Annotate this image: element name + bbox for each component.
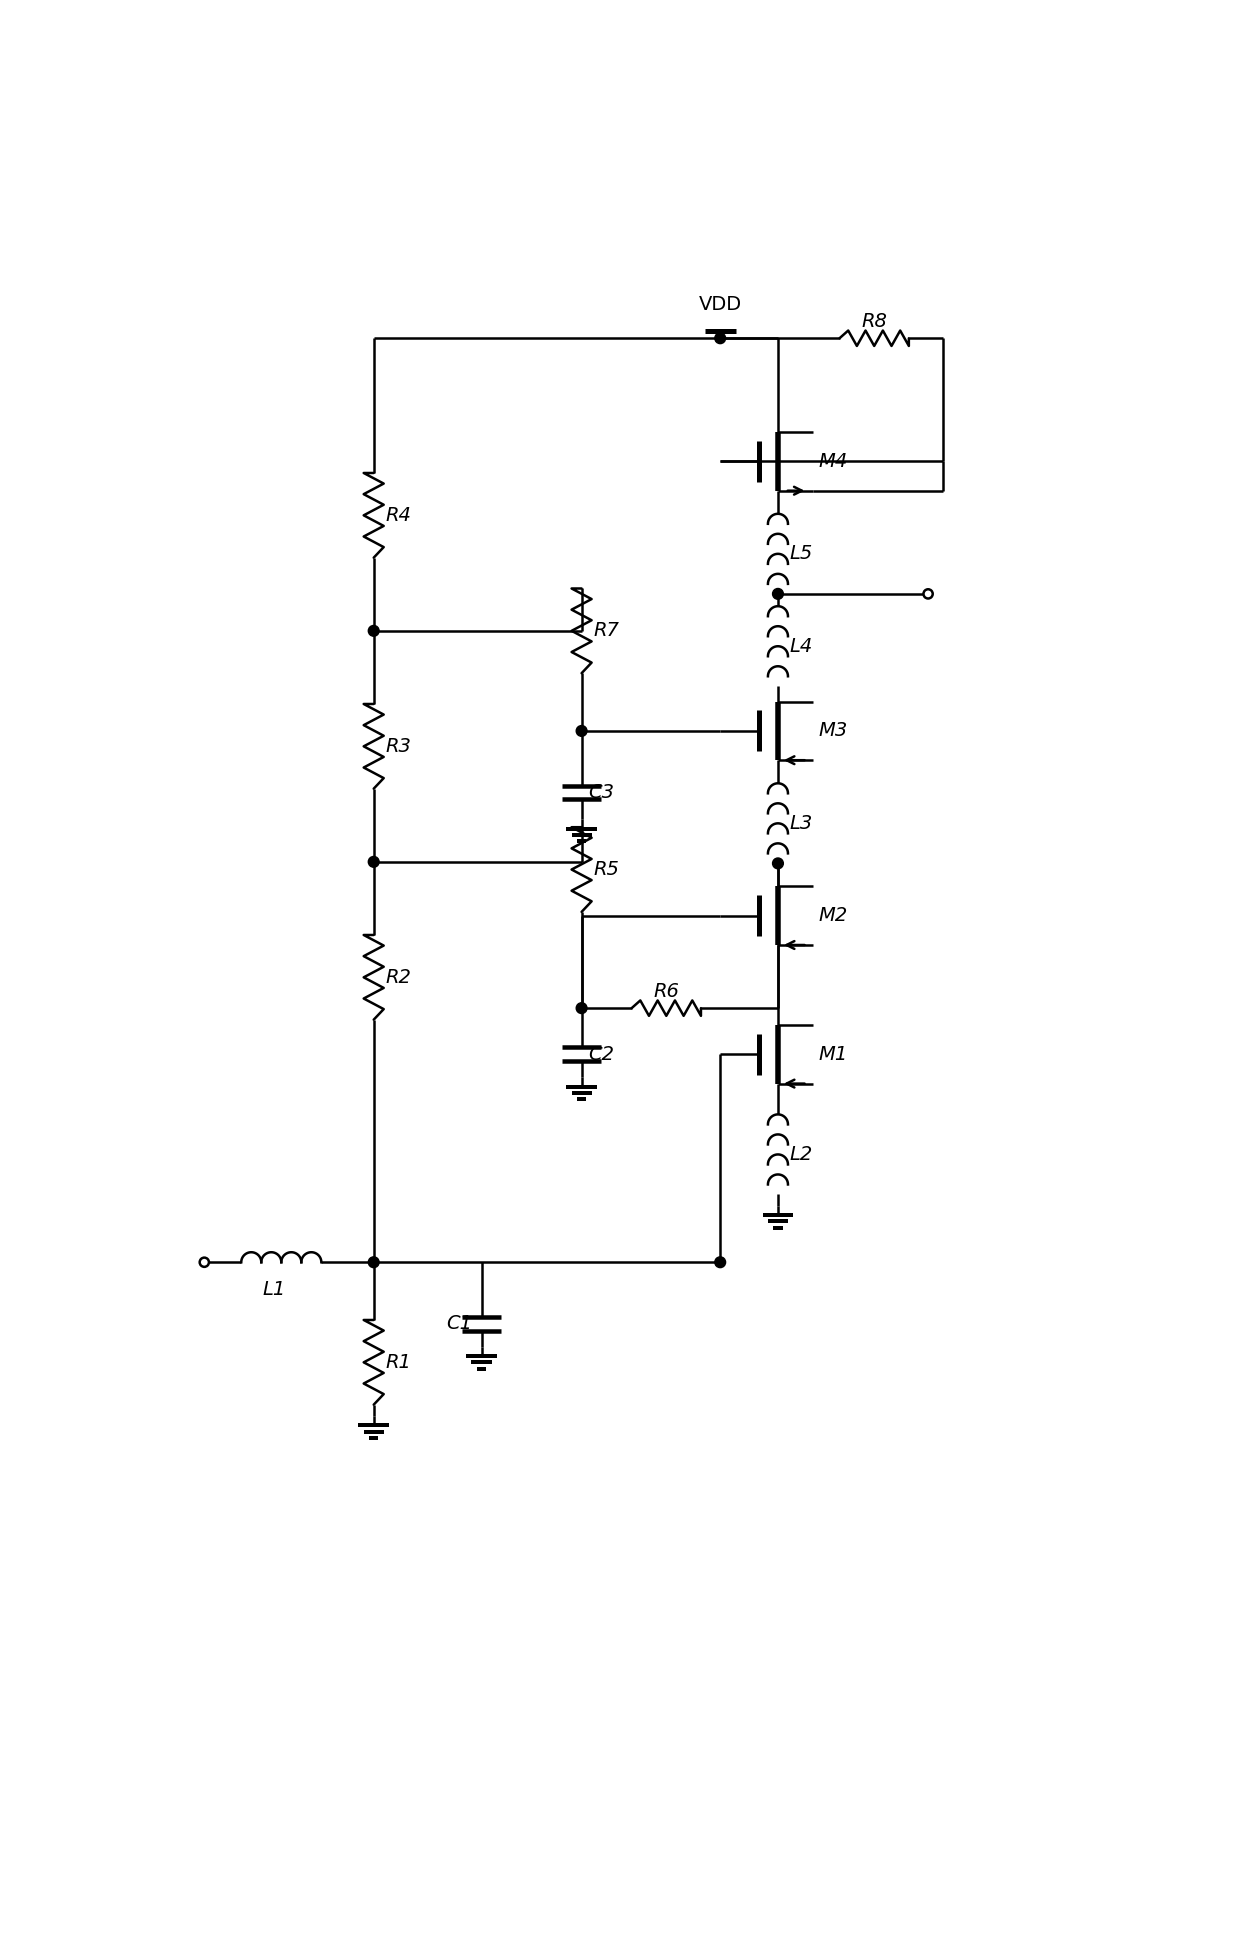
Text: M2: M2 (818, 907, 848, 924)
Circle shape (368, 1257, 379, 1267)
Text: R2: R2 (386, 967, 412, 987)
Circle shape (577, 1002, 587, 1014)
Text: L3: L3 (790, 813, 812, 833)
Text: C2: C2 (588, 1045, 614, 1064)
Circle shape (714, 333, 725, 344)
Text: R3: R3 (386, 738, 412, 755)
Text: L2: L2 (790, 1144, 812, 1164)
Text: L5: L5 (790, 545, 812, 562)
Text: R7: R7 (593, 621, 619, 640)
Text: R8: R8 (862, 311, 887, 331)
Text: C1: C1 (446, 1314, 472, 1333)
Text: R4: R4 (386, 506, 412, 525)
Text: R6: R6 (653, 981, 680, 1000)
Text: R1: R1 (386, 1352, 412, 1372)
Text: M3: M3 (818, 722, 848, 739)
Circle shape (577, 726, 587, 736)
Circle shape (368, 856, 379, 868)
Text: M4: M4 (818, 451, 848, 471)
Text: M1: M1 (818, 1045, 848, 1064)
Circle shape (714, 1257, 725, 1267)
Circle shape (773, 858, 784, 868)
Text: VDD: VDD (698, 294, 742, 313)
Circle shape (368, 625, 379, 636)
Text: L4: L4 (790, 636, 812, 656)
Text: C3: C3 (588, 782, 614, 802)
Circle shape (773, 588, 784, 599)
Text: R5: R5 (593, 860, 619, 880)
Text: L1: L1 (262, 1280, 285, 1298)
